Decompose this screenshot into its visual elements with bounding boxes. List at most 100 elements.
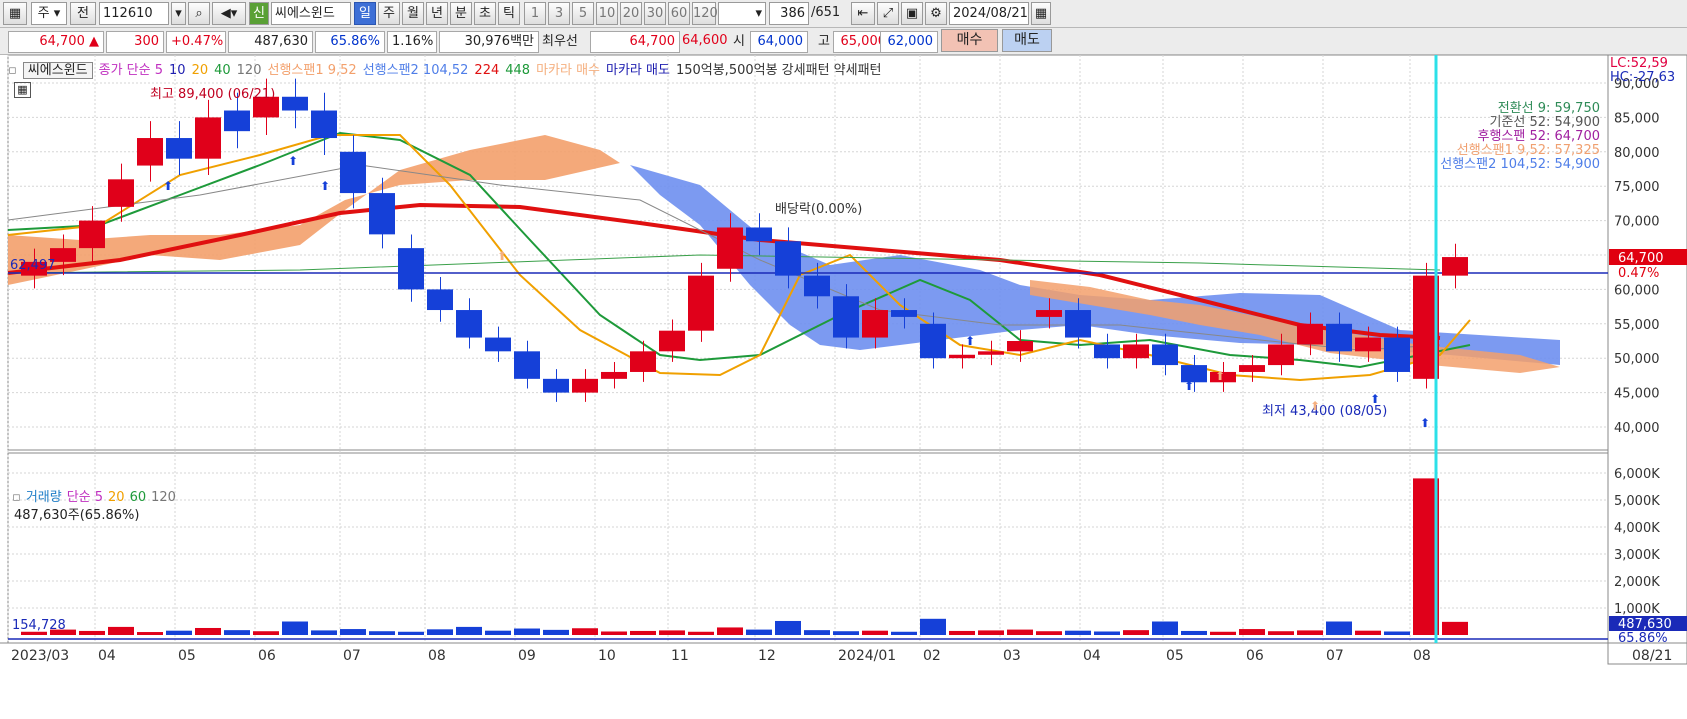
prev-button[interactable]: 전 — [70, 2, 96, 25]
volume-bar — [833, 631, 859, 635]
tab-tick[interactable]: 틱 — [498, 2, 520, 25]
makara-sell-arrow: ⬆ — [1184, 379, 1194, 393]
candle-body — [1210, 371, 1236, 383]
volume-ma20[interactable]: 20 — [108, 490, 125, 505]
volume-ratio: 65.86% — [315, 31, 385, 53]
stock-name-field[interactable]: 씨에스윈드 — [271, 2, 351, 25]
interval-3[interactable]: 3 — [548, 2, 570, 25]
ma448-line — [7, 254, 1441, 274]
count-input[interactable]: 386 — [769, 2, 809, 25]
candle-body — [514, 351, 540, 379]
volume-panel — [7, 452, 1609, 644]
tab-day[interactable]: 일 — [354, 2, 376, 25]
legend-makara-sell[interactable]: 마카라 매도 — [606, 63, 670, 78]
candle-body — [833, 296, 859, 338]
legend-ma224[interactable]: 224 — [474, 63, 500, 78]
save-icon[interactable]: ▣ — [901, 2, 923, 25]
candle-body — [1268, 344, 1294, 366]
legend-ma10[interactable]: 10 — [169, 63, 186, 78]
grid-icon[interactable]: ▦ — [14, 82, 31, 98]
candle-body — [1326, 323, 1352, 352]
stock-chart[interactable]: 154,728 90,000 85,000 80,000 75,000 70,000 65… — [0, 55, 1687, 719]
legend-patterns[interactable]: 150억봉,500억봉 강세패턴 약세패턴 — [675, 63, 882, 78]
speaker-icon[interactable]: ◀▾ — [212, 2, 246, 25]
period-value: 주 — [37, 6, 50, 21]
legend-ma120[interactable]: 120 — [236, 63, 262, 78]
high-price: 65,000 — [833, 31, 891, 53]
date-input[interactable]: 2024/08/21 — [949, 2, 1029, 25]
total-count: /651 — [811, 5, 841, 20]
price-tick-label: 45,000 — [1614, 387, 1660, 402]
legend-name[interactable]: 씨에스윈드 — [22, 62, 93, 79]
price-tick-label: 85,000 — [1614, 111, 1660, 126]
volume-tick-label: 5,000K — [1614, 494, 1660, 509]
legend-span1[interactable]: 선행스팬1 9,52 — [267, 63, 357, 78]
lc-label: LC:52,59 — [1610, 56, 1668, 71]
time-tick-label: 03 — [1003, 648, 1021, 664]
volume-bar — [369, 631, 395, 635]
stock-code-input[interactable]: 112610 — [99, 2, 169, 25]
zoom-icon[interactable]: ⇤ — [851, 2, 875, 25]
interval-1[interactable]: 1 — [524, 2, 546, 25]
volume-bar — [1239, 629, 1265, 635]
open-price: 64,000 — [750, 31, 808, 53]
layout-icon[interactable]: ▦ — [3, 2, 27, 25]
legend-span2[interactable]: 선행스팬2 104,52 — [362, 63, 469, 78]
volume-bar — [775, 620, 801, 635]
trend-icon[interactable]: ⤢ — [877, 2, 899, 25]
reference-value: 62,497 — [10, 258, 56, 273]
tab-week[interactable]: 주 — [378, 2, 400, 25]
candle-body — [804, 275, 830, 297]
period-select[interactable]: 주 ▾ — [31, 2, 67, 25]
interval-60[interactable]: 60 — [668, 2, 690, 25]
legend-ma5[interactable]: 종가 단순 5 — [98, 63, 164, 78]
volume-label[interactable]: 거래량 — [25, 490, 62, 505]
candle-body — [688, 275, 714, 331]
legend-ma20[interactable]: 20 — [191, 63, 209, 78]
volume-bar — [1123, 630, 1149, 635]
volume-bar — [1355, 630, 1381, 635]
current-price: 64,700 ▲ — [8, 31, 104, 53]
gear-icon[interactable]: ⚙ — [925, 2, 947, 25]
volume-ma60[interactable]: 60 — [129, 490, 147, 505]
candle-body — [1007, 341, 1033, 352]
time-tick-label: 04 — [98, 648, 116, 664]
candle-body — [224, 110, 250, 132]
volume-bar — [1384, 631, 1410, 635]
tab-second[interactable]: 초 — [474, 2, 496, 25]
interval-20[interactable]: 20 — [620, 2, 642, 25]
interval-5[interactable]: 5 — [572, 2, 594, 25]
tab-minute[interactable]: 분 — [450, 2, 472, 25]
volume-sub-label: 487,630주(65.86%) — [14, 508, 140, 523]
interval-120[interactable]: 120 — [692, 2, 718, 25]
volume-ma120[interactable]: 120 — [151, 490, 176, 505]
legend-ma40[interactable]: 40 — [214, 63, 231, 78]
legend-makara-buy[interactable]: 마카라 매수 — [536, 63, 601, 78]
tab-year[interactable]: 년 — [426, 2, 448, 25]
volume-bar — [601, 631, 627, 635]
buy-button[interactable]: 매수 — [941, 29, 998, 52]
candle-body — [456, 310, 482, 338]
time-tick-label: 12 — [758, 648, 776, 664]
volume-ma5[interactable]: 단순 5 — [66, 490, 104, 505]
time-tick-label: 02 — [923, 648, 941, 664]
sell-button[interactable]: 매도 — [1002, 29, 1052, 52]
volume-tick-label: 3,000K — [1614, 548, 1660, 563]
makara-sell-arrow: ⬆ — [965, 334, 975, 348]
interval-select[interactable]: ▾ — [718, 2, 766, 25]
legend-ma448[interactable]: 448 — [505, 63, 531, 78]
candle-body — [659, 330, 685, 352]
code-dropdown-icon[interactable]: ▾ — [171, 2, 186, 25]
volume-bar — [543, 629, 569, 635]
search-icon[interactable]: ⌕ — [188, 2, 210, 25]
volume-value: 487,630 — [228, 31, 313, 53]
interval-10[interactable]: 10 — [596, 2, 618, 25]
current-price-tag — [1609, 249, 1687, 265]
tab-month[interactable]: 월 — [402, 2, 424, 25]
time-tick-label: 2024/01 — [838, 648, 896, 664]
volume-bar — [340, 629, 366, 635]
volume-bar — [688, 631, 714, 635]
current-price-text: 64,700 — [1618, 251, 1664, 266]
interval-30[interactable]: 30 — [644, 2, 666, 25]
calendar-icon[interactable]: ▦ — [1031, 2, 1051, 25]
